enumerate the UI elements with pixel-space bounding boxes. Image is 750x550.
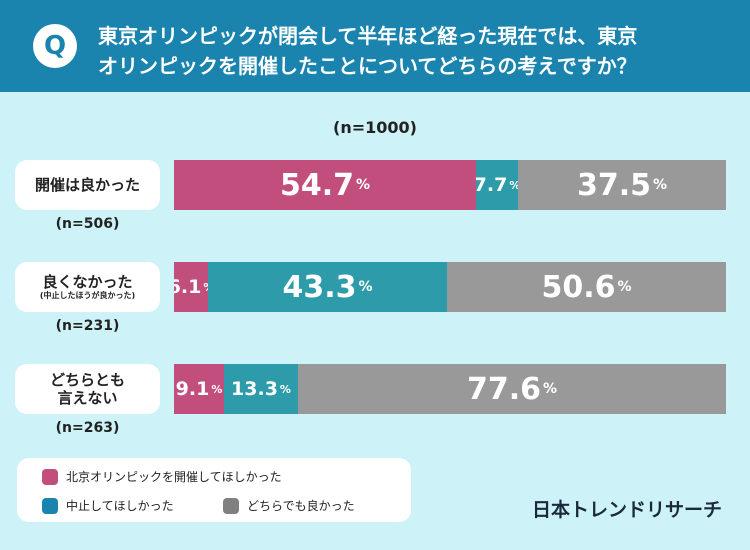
legend-swatch-cancel — [42, 497, 58, 514]
data-label-unit: % — [203, 281, 208, 294]
data-label-value: 50.6 — [541, 269, 616, 305]
row-sublabel-text: (中止したほうが良かった) — [39, 291, 136, 300]
bar-segment-host: 9.1% — [174, 364, 224, 414]
row-sample-size-neutral: (n=263) — [55, 420, 120, 436]
data-label-unit: % — [543, 381, 558, 397]
data-label-value: 6.1 — [174, 276, 202, 298]
row-label-neutral: どちらとも 言えない — [15, 364, 160, 414]
total-sample-size: (n=1000) — [333, 118, 417, 137]
data-label-value: 13.3 — [231, 378, 278, 400]
legend-item-host: 北京オリンピックを開催してほしかった — [42, 468, 282, 485]
data-label-unit: % — [617, 279, 632, 295]
question-text-line-2: オリンピックを開催したことについてどちらの考えですか？ — [98, 54, 637, 78]
row-label-text: どちらとも — [49, 371, 125, 389]
data-label-value: 7.7 — [476, 174, 508, 196]
legend-label-cancel: 中止してほしかった — [66, 499, 174, 513]
row-label-text: 言えない — [57, 389, 118, 407]
question-text-line-1: 東京オリンピックが閉会して半年ほど経った現在では、東京 — [98, 24, 638, 48]
legend-swatch-either — [223, 497, 239, 514]
legend-swatch-host — [42, 468, 58, 485]
data-label-value: 37.5 — [576, 167, 651, 203]
row-label-good: 開催は良かった — [15, 160, 160, 210]
legend-label-either: どちらでも良かった — [247, 499, 355, 513]
data-label-unit: % — [358, 279, 373, 295]
bar-row-neutral: 9.1% 13.3% 77.6% — [174, 364, 726, 414]
data-label-value: 54.7 — [279, 167, 354, 203]
bar-segment-either: 37.5% — [518, 160, 726, 210]
data-label-unit: % — [356, 177, 371, 193]
legend: 北京オリンピックを開催してほしかった 中止してほしかった どちらでも良かった — [17, 458, 411, 522]
data-label-unit: % — [211, 382, 223, 396]
q-badge: Q — [33, 24, 77, 68]
bar-segment-host: 6.1% — [174, 262, 208, 312]
data-label-value: 43.3 — [282, 269, 357, 305]
row-label-bad: 良くなかった (中止したほうが良かった) — [15, 262, 160, 312]
row-sample-size-bad: (n=231) — [55, 318, 120, 334]
data-label-value: 77.6 — [466, 371, 541, 407]
data-label-unit: % — [653, 177, 668, 193]
bar-segment-cancel: 7.7% — [476, 160, 518, 210]
brand-logo: 日本トレンドリサーチ — [532, 499, 723, 521]
legend-label-host: 北京オリンピックを開催してほしかった — [66, 470, 282, 484]
bar-segment-cancel: 13.3% — [224, 364, 298, 414]
row-sample-size-good: (n=506) — [55, 216, 120, 232]
bar-segment-either: 50.6% — [447, 262, 726, 312]
bar-segment-host: 54.7% — [174, 160, 476, 210]
bar-segment-cancel: 43.3% — [208, 262, 447, 312]
data-label-unit: % — [509, 179, 518, 192]
row-label-text: 良くなかった — [42, 273, 133, 291]
bar-row-good: 54.7%7.7%37.5% — [174, 160, 726, 210]
question-header: Q 東京オリンピックが閉会して半年ほど経った現在では、東京 オリンピックを開催し… — [0, 0, 750, 92]
bar-row-bad: 6.1%43.3%50.6% — [174, 262, 726, 312]
data-label-unit: % — [279, 382, 291, 396]
legend-item-cancel: 中止してほしかった — [42, 497, 174, 514]
row-label-text: 開催は良かった — [34, 176, 140, 194]
legend-item-either: どちらでも良かった — [223, 497, 355, 514]
data-label-value: 9.1 — [175, 378, 210, 400]
bar-segment-either: 77.6% — [298, 364, 726, 414]
